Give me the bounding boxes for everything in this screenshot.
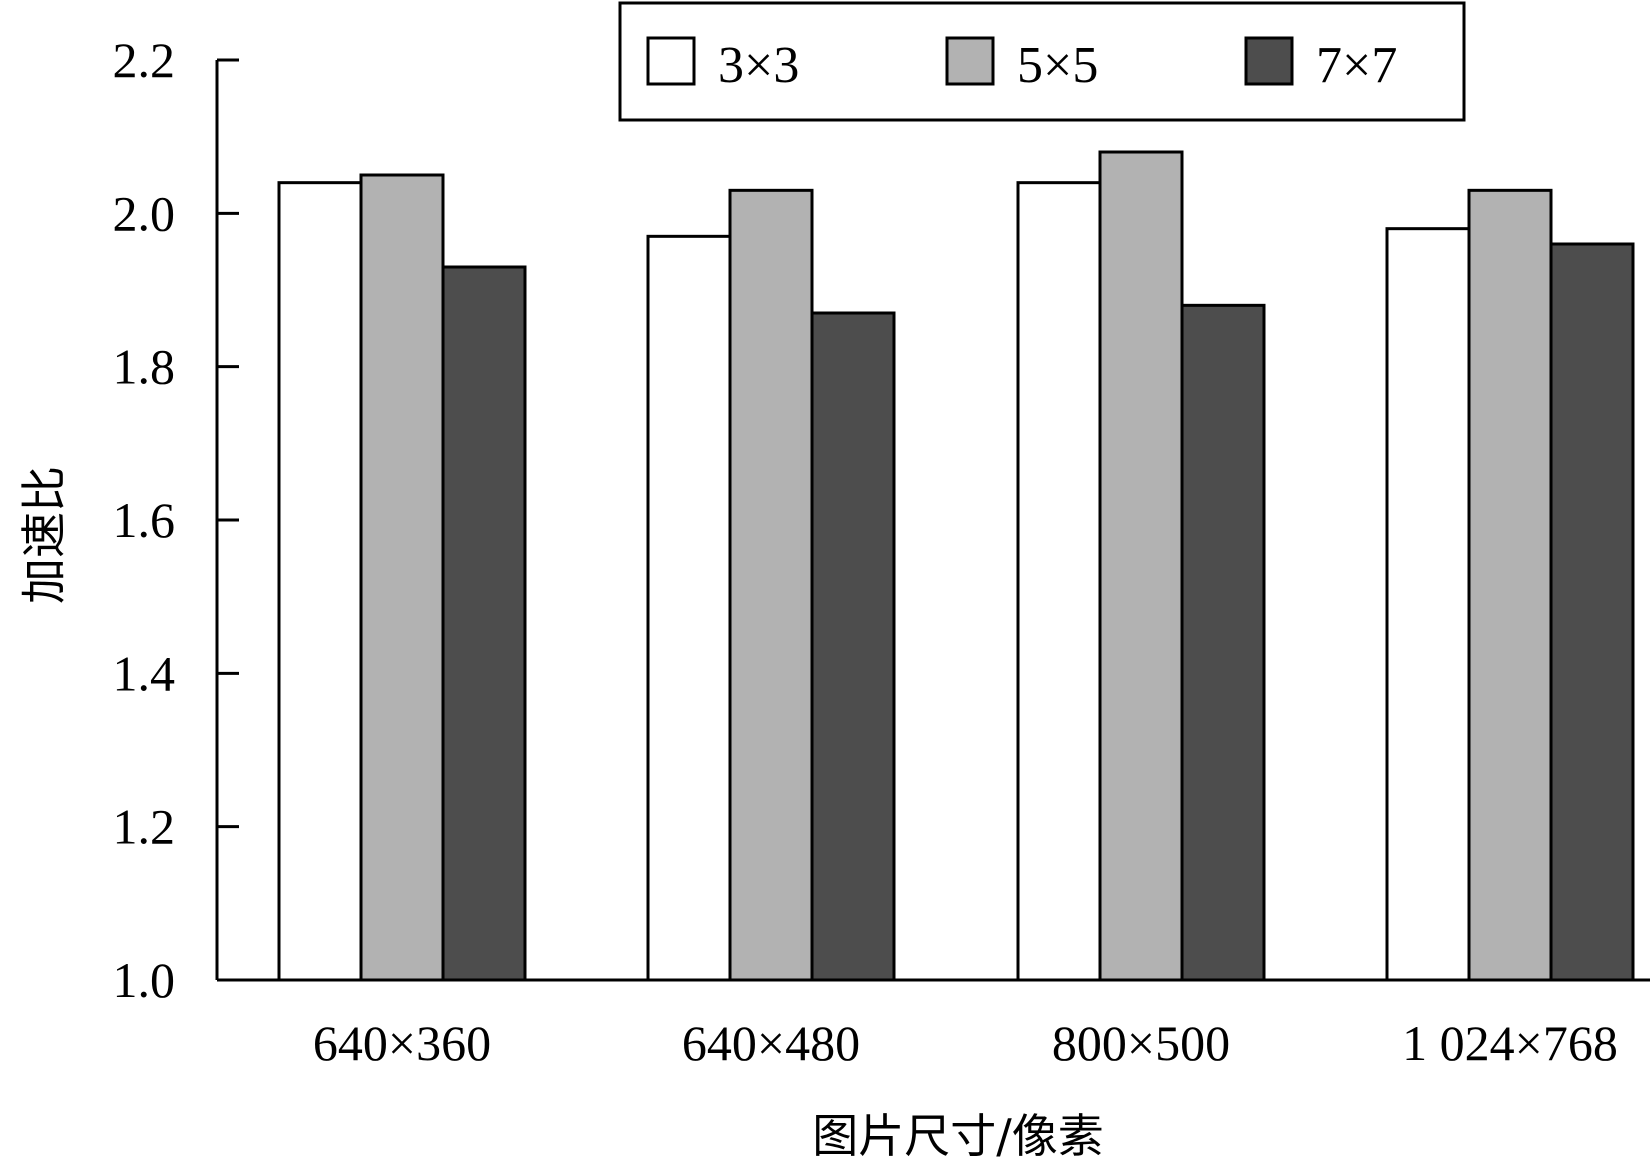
bar-2-2	[728, 188, 814, 982]
x-tick-labels-group: 640×360 640×480 800×500 1 024×768	[313, 1015, 1618, 1071]
bars-group	[277, 150, 1635, 982]
bar-1-3	[1016, 181, 1102, 982]
bar-2-3	[1098, 150, 1184, 982]
legend-label-1: 3×3	[718, 37, 799, 94]
bar-2-4	[1467, 188, 1553, 982]
legend: 3×3 5×5 7×7	[618, 1, 1466, 122]
legend-box	[618, 1, 1466, 122]
y-tick-label: 1.0	[113, 952, 176, 1008]
y-tick-label: 1.4	[113, 645, 176, 701]
bar-3-1	[441, 265, 527, 982]
legend-label-2: 5×5	[1017, 37, 1098, 94]
y-tick-label: 1.2	[113, 799, 176, 855]
x-tick-label: 1 024×768	[1402, 1015, 1618, 1071]
legend-swatch-3	[1244, 36, 1294, 86]
y-axis-title: 加速比	[17, 466, 71, 604]
x-tick-label: 640×480	[682, 1015, 860, 1071]
legend-swatch-2	[945, 36, 995, 86]
y-tick-label: 2.2	[113, 32, 176, 88]
x-tick-label: 640×360	[313, 1015, 491, 1071]
x-tick-label: 800×500	[1052, 1015, 1230, 1071]
legend-label-3: 7×7	[1316, 37, 1397, 94]
y-tick-label: 1.8	[113, 339, 176, 395]
bar-1-4	[1385, 227, 1471, 982]
bar-3-3	[1180, 303, 1266, 982]
bar-3-4	[1549, 242, 1635, 982]
bar-3-2	[810, 311, 896, 982]
bar-1-1	[277, 181, 363, 982]
y-tick-label: 2.0	[113, 185, 176, 241]
y-tick-label: 1.6	[113, 492, 176, 548]
bar-1-2	[646, 234, 732, 982]
y-ticks-group: 1.0 1.2 1.4 1.6 1.8 2.0 2.2	[113, 32, 239, 1008]
bar-2-1	[359, 173, 445, 982]
x-axis-title: 图片尺寸/像素	[812, 1109, 1104, 1163]
legend-swatch-1	[646, 36, 696, 86]
